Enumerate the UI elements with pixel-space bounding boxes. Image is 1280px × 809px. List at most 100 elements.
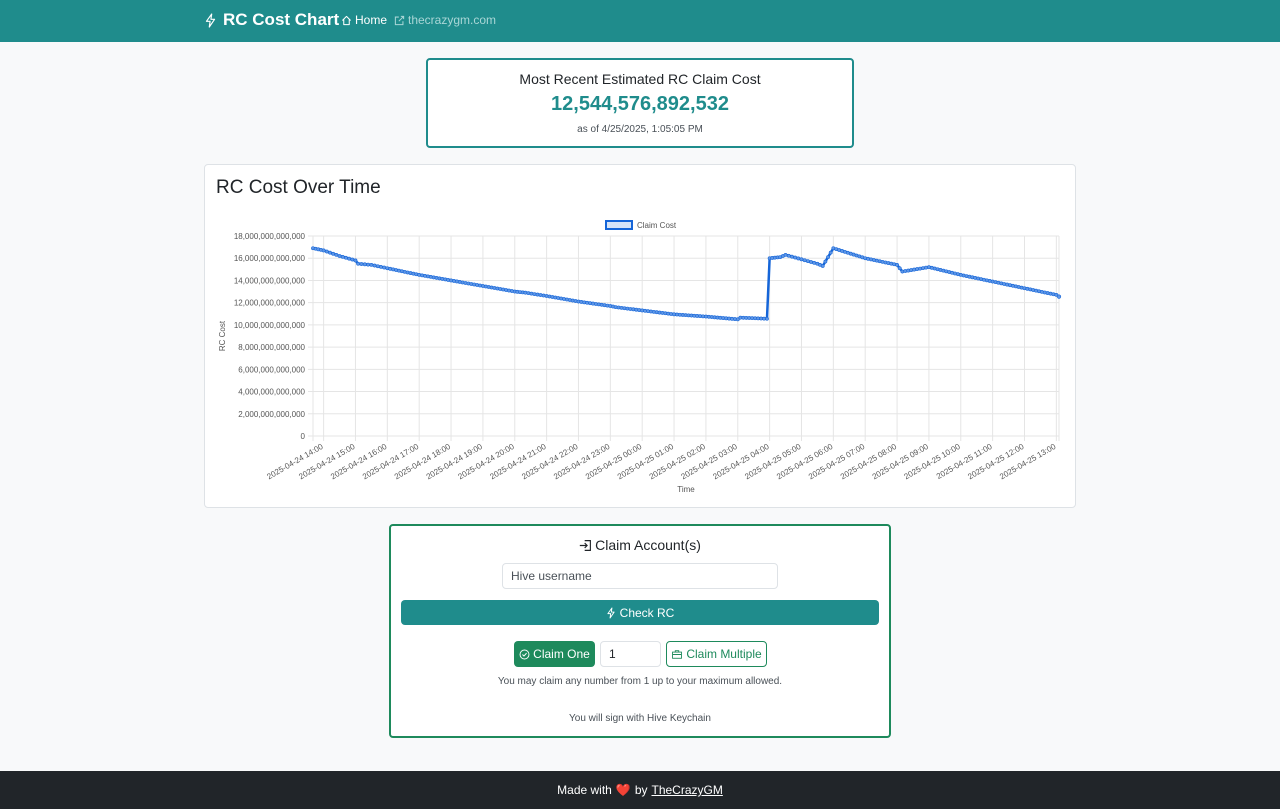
nav-external-label: thecrazygm.com	[408, 13, 497, 27]
x-tick-label: 2025-04-24 20:00	[457, 442, 517, 482]
data-point	[805, 259, 810, 264]
x-tick-label: 2025-04-24 23:00	[552, 442, 612, 482]
claim-cost-series-line	[312, 246, 1060, 321]
external-link-icon	[394, 15, 405, 25]
data-point	[344, 255, 348, 260]
data-point	[328, 250, 332, 255]
y-tick-label: 4,000,000,000,000	[238, 388, 305, 397]
house-icon	[342, 15, 351, 25]
data-point	[382, 265, 387, 270]
claim-one-button[interactable]: Claim One	[514, 641, 595, 667]
y-tick-label: 8,000,000,000,000	[238, 343, 305, 352]
x-tick-label: 2025-04-25 01:00	[616, 442, 676, 482]
x-tick-label: 2025-04-25 02:00	[648, 442, 708, 482]
briefcase-icon	[672, 649, 683, 659]
footer: Made with ❤️ by TheCrazyGM	[0, 771, 1280, 809]
data-point	[823, 259, 828, 264]
brand-label: RC Cost Chart	[223, 10, 340, 29]
nav-home-label: Home	[355, 13, 388, 27]
data-point	[356, 261, 361, 266]
data-point	[735, 317, 740, 322]
data-point	[372, 263, 377, 268]
x-tick-label: 2025-04-25 09:00	[871, 442, 931, 482]
data-point	[541, 293, 546, 298]
y-tick-label: 10,000,000,000,000	[234, 321, 306, 330]
hive-username-input[interactable]	[502, 563, 778, 589]
lightning-icon	[607, 607, 615, 618]
data-point	[532, 292, 537, 296]
legend-label: Claim Cost	[637, 221, 677, 230]
x-tick-label: 2025-04-24 21:00	[488, 442, 548, 482]
footer-author-link[interactable]: TheCrazyGM	[651, 783, 723, 797]
data-point	[369, 262, 374, 267]
data-point	[375, 264, 380, 269]
data-point	[526, 291, 531, 296]
x-axis-title: Time	[677, 485, 695, 494]
legend-swatch	[605, 220, 633, 230]
brand[interactable]: RC Cost Chart	[204, 10, 339, 30]
x-tick-label: 2025-04-25 07:00	[807, 442, 867, 482]
data-point	[790, 254, 794, 259]
y-tick-label: 16,000,000,000,000	[234, 254, 306, 263]
y-tick-label: 18,000,000,000,000	[234, 232, 306, 241]
nav-external-link[interactable]: thecrazygm.com	[394, 13, 496, 27]
data-point	[793, 255, 798, 260]
data-point	[366, 262, 370, 267]
claim-multiple-label: Claim Multiple	[686, 647, 762, 661]
x-tick-label: 2025-04-24 18:00	[393, 442, 453, 482]
data-point	[362, 262, 367, 267]
data-point	[786, 253, 791, 258]
data-point	[783, 252, 788, 257]
data-point	[897, 266, 902, 271]
data-point	[765, 316, 769, 321]
claim-hint-text: You may claim any number from 1 up to yo…	[497, 676, 783, 687]
check-rc-label: Check RC	[619, 605, 675, 620]
top-navbar: RC Cost Chart Home thecrazygm.com	[0, 0, 1280, 42]
lightning-icon	[205, 12, 216, 28]
data-point	[1056, 294, 1062, 299]
data-point	[379, 264, 383, 269]
claim-card-title: Claim Account(s)	[391, 537, 889, 553]
x-tick-label: 2025-04-25 10:00	[903, 442, 963, 482]
data-point	[529, 291, 534, 296]
x-tick-label: 2025-04-24 14:00	[265, 442, 325, 482]
recent-cost-card: Most Recent Estimated RC Claim Cost 12,5…	[426, 58, 854, 148]
nav-home-link[interactable]: Home	[341, 13, 387, 27]
x-tick-label: 2025-04-25 08:00	[839, 442, 899, 482]
data-point	[802, 258, 807, 263]
recent-cost-timestamp: as of 4/25/2025, 1:05:05 PM	[577, 124, 703, 135]
keychain-note: You will sign with Hive Keychain	[569, 713, 711, 724]
claim-card: Claim Account(s) Check RC Claim One Clai…	[389, 524, 891, 738]
x-tick-label: 2025-04-25 06:00	[775, 442, 835, 482]
y-tick-label: 6,000,000,000,000	[238, 365, 305, 374]
data-point	[324, 249, 329, 254]
recent-cost-value: 12,544,576,892,532	[551, 93, 729, 115]
claim-quantity-input[interactable]	[600, 641, 661, 667]
data-point	[799, 257, 804, 262]
x-tick-label: 2025-04-24 16:00	[329, 442, 389, 482]
data-point	[820, 264, 825, 268]
x-tick-label: 2025-04-25 05:00	[743, 442, 803, 482]
data-point	[895, 262, 899, 267]
claim-one-label: Claim One	[533, 647, 590, 661]
chart-card-title: RC Cost Over Time	[216, 177, 381, 198]
data-point	[359, 262, 364, 266]
data-point	[334, 252, 339, 257]
y-tick-label: 2,000,000,000,000	[238, 410, 305, 419]
data-point	[809, 260, 813, 264]
claim-card-title-label: Claim Account(s)	[595, 537, 701, 553]
data-point	[350, 257, 355, 262]
x-tick-label: 2025-04-25 12:00	[966, 442, 1026, 482]
data-point	[337, 254, 342, 258]
x-tick-label: 2025-04-24 22:00	[520, 442, 580, 482]
heart-icon: ❤️	[615, 783, 631, 797]
sign-in-icon	[579, 539, 592, 551]
check-rc-button[interactable]: Check RC	[401, 600, 879, 625]
data-point	[353, 258, 358, 263]
data-point	[796, 256, 801, 261]
x-tick-label: 2025-04-25 03:00	[680, 442, 740, 482]
y-axis-title: RC Cost	[218, 320, 227, 351]
claim-multiple-button[interactable]: Claim Multiple	[666, 641, 767, 667]
footer-prefix: Made with	[557, 783, 612, 797]
data-point	[347, 256, 352, 261]
